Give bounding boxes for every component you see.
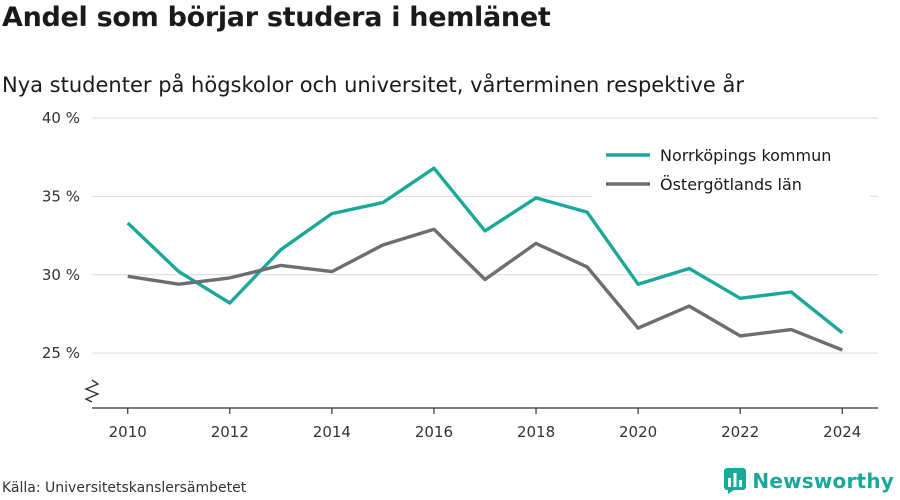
- legend-background: [592, 140, 870, 204]
- y-axis-tick-labels: 25 % 30 % 35 % 40 %: [42, 109, 80, 362]
- legend-label: Norrköpings kommun: [660, 146, 831, 165]
- y-tick-label: 35 %: [42, 187, 80, 205]
- x-tick-label: 2024: [823, 423, 861, 441]
- legend-label: Östergötlands län: [660, 175, 802, 194]
- x-tick-label: 2020: [619, 423, 657, 441]
- x-tick-label: 2010: [109, 423, 147, 441]
- axis-break-icon: [84, 379, 100, 403]
- y-tick-label: 25 %: [42, 344, 80, 362]
- x-tick-label: 2018: [517, 423, 555, 441]
- chart-subtitle: Nya studenter på högskolor och universit…: [2, 73, 744, 97]
- y-tick-label: 40 %: [42, 109, 80, 127]
- chart-title: Andel som börjar studera i hemlänet: [2, 2, 551, 33]
- series-lines: [126, 166, 844, 352]
- bar-chart-logo-icon: [724, 468, 747, 494]
- x-tick-label: 2016: [415, 423, 453, 441]
- brand-logo: Newsworthy: [724, 468, 894, 494]
- series-line-norrkoping: [126, 166, 844, 335]
- y-tick-label: 30 %: [42, 266, 80, 284]
- source-note: Källa: Universitetskanslersämbetet: [2, 480, 247, 496]
- x-tick-label: 2012: [211, 423, 249, 441]
- x-axis: [84, 379, 878, 414]
- legend: Norrköpings kommun Östergötlands län: [592, 140, 870, 204]
- brand-name: Newsworthy: [752, 469, 894, 493]
- x-tick-label: 2022: [721, 423, 759, 441]
- series-line-ostergotland: [127, 227, 843, 352]
- x-axis-tick-labels: 2010 2012 2014 2016 2018 2020 2022 2024: [109, 423, 862, 441]
- x-tick-label: 2014: [313, 423, 351, 441]
